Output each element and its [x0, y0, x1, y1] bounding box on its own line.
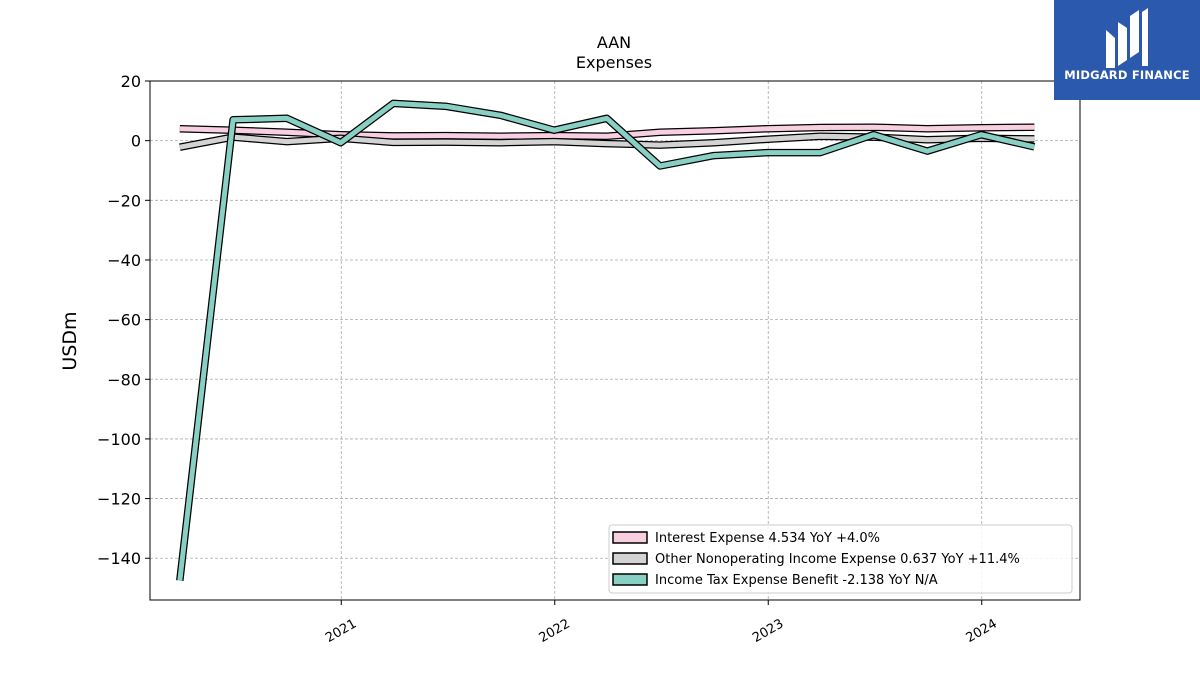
brand-logo: MIDGARD FINANCE [1054, 0, 1200, 100]
legend-swatch [612, 531, 648, 544]
y-tick-label: 0 [131, 132, 141, 151]
x-tick-label: 2024 [964, 616, 1000, 646]
brand-logo-icon [1106, 8, 1148, 68]
x-tick-label: 2022 [537, 616, 573, 646]
series-core [177, 100, 1035, 581]
y-tick-label: −80 [107, 370, 141, 389]
y-tick-label: −20 [107, 191, 141, 210]
brand-name: MIDGARD FINANCE [1064, 68, 1190, 82]
legend-label: Other Nonoperating Income Expense 0.637 … [655, 552, 1020, 567]
chart-title: AAN [597, 33, 631, 52]
legend: Interest Expense 4.534 YoY +4.0% Other No… [608, 524, 1073, 594]
plot-frame [149, 80, 1081, 601]
y-tick-label: 20 [121, 72, 141, 91]
legend-swatch [612, 573, 648, 586]
y-tick-label: −100 [97, 430, 141, 449]
series-line [176, 99, 1036, 582]
x-tick-label: 2023 [750, 616, 786, 646]
series-outline [176, 99, 1036, 582]
x-tick-label: 2021 [323, 616, 359, 646]
y-tick-label: −120 [97, 490, 141, 509]
y-tick-label: −60 [107, 311, 141, 330]
y-axis-label: USDm [59, 311, 81, 370]
chart-subtitle: Expenses [576, 53, 652, 72]
legend-swatch [612, 552, 648, 565]
legend-label: Interest Expense 4.534 YoY +4.0% [655, 531, 880, 546]
y-tick-label: −40 [107, 251, 141, 270]
legend-box [608, 524, 1073, 594]
y-tick-label: −140 [97, 549, 141, 568]
legend-label: Income Tax Expense Benefit -2.138 YoY N/… [655, 573, 938, 588]
